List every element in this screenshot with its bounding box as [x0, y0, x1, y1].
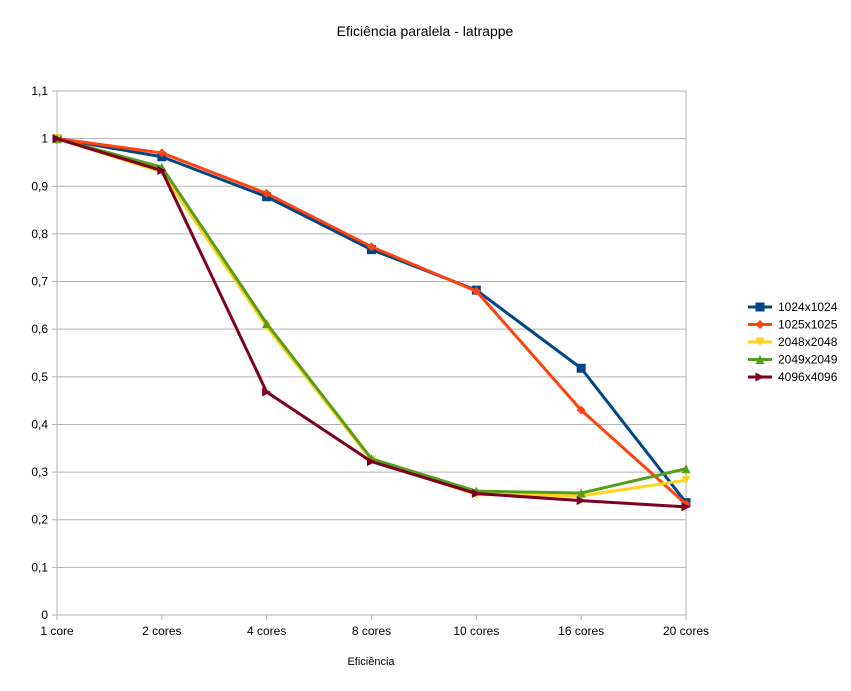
series-4096x4096	[52, 134, 691, 512]
data-point	[471, 489, 481, 499]
data-point	[471, 286, 481, 296]
data-point	[157, 148, 167, 158]
legend-item: 2048x2048	[748, 335, 838, 349]
y-tick-label: 0,8	[31, 227, 48, 241]
series-2048x2048	[52, 134, 691, 501]
legend-label: 2049x2049	[778, 353, 838, 367]
y-tick-labels: 0 0,1 0,2 0,3 0,4 0,5 0,6 0,7 0,8 0,9 1 1,1	[31, 84, 48, 622]
data-point	[681, 475, 691, 485]
y-tick-label: 1,1	[31, 84, 48, 98]
gridlines	[57, 90, 686, 568]
x-tick-label: 2 cores	[142, 624, 181, 638]
data-point	[367, 242, 376, 252]
legend-label: 1024x1024	[778, 300, 838, 314]
y-tick-label: 0,5	[31, 370, 48, 384]
legend-marker	[755, 320, 765, 329]
data-point	[576, 488, 586, 498]
x-tick-label: 16 cores	[558, 624, 604, 638]
legend-item: 1025x1025	[748, 318, 838, 332]
x-tick-label: 4 cores	[247, 624, 286, 638]
data-point	[576, 496, 586, 506]
legend-item: 1024x1024	[748, 300, 838, 314]
series-line	[56, 137, 687, 509]
x-tick-labels: 1 core 2 cores 4 cores 8 cores 10 cores 16 co…	[40, 624, 709, 638]
x-tick-label: 8 cores	[352, 624, 391, 638]
y-tick-label: 0,3	[31, 465, 48, 479]
series-line	[56, 137, 687, 495]
data-point	[157, 166, 167, 176]
y-tick-label: 1	[41, 132, 48, 146]
legend-marker	[755, 302, 765, 312]
data-point	[576, 363, 586, 373]
legend-item: 4096x4096	[748, 370, 838, 384]
y-tick-label: 0,6	[31, 322, 48, 336]
data-point	[262, 318, 272, 328]
data-point	[681, 464, 691, 474]
y-tick-label: 0,7	[31, 275, 48, 289]
x-tick-label: 20 cores	[663, 624, 709, 638]
series-lines	[52, 134, 691, 512]
legend-label: 2048x2048	[778, 335, 838, 349]
series-2049x2049	[52, 134, 691, 498]
data-point	[681, 502, 691, 512]
series-1025x1025	[52, 134, 691, 509]
y-tick-label: 0	[41, 608, 48, 622]
x-tick-label: 1 core	[40, 624, 74, 638]
y-tick-label: 0,2	[31, 513, 48, 527]
series-line	[56, 137, 688, 506]
data-point	[262, 188, 272, 198]
legend-label: 1025x1025	[778, 318, 838, 332]
axes	[52, 90, 687, 620]
chart-title: Eficiência paralela - latrappe	[337, 23, 514, 39]
legend-label: 4096x4096	[778, 370, 838, 384]
legend-item: 2049x2049	[748, 353, 838, 367]
data-point	[576, 405, 586, 415]
legend: 1024x1024 1025x1025 2048x2048 2049x2049 4096…	[748, 300, 838, 384]
legend-marker	[755, 355, 765, 364]
series-1024x1024	[52, 134, 691, 508]
data-point	[52, 134, 62, 144]
y-tick-label: 0,1	[31, 560, 48, 574]
series-line	[56, 137, 688, 504]
x-tick-label: 10 cores	[453, 624, 499, 638]
legend-marker	[755, 337, 765, 347]
x-axis-label: Eficiência	[347, 656, 395, 668]
y-tick-label: 0,4	[31, 417, 48, 431]
series-line	[56, 137, 687, 498]
data-point	[367, 457, 376, 467]
legend-marker	[755, 372, 765, 382]
data-point	[262, 387, 272, 397]
y-tick-label: 0,9	[31, 179, 48, 193]
